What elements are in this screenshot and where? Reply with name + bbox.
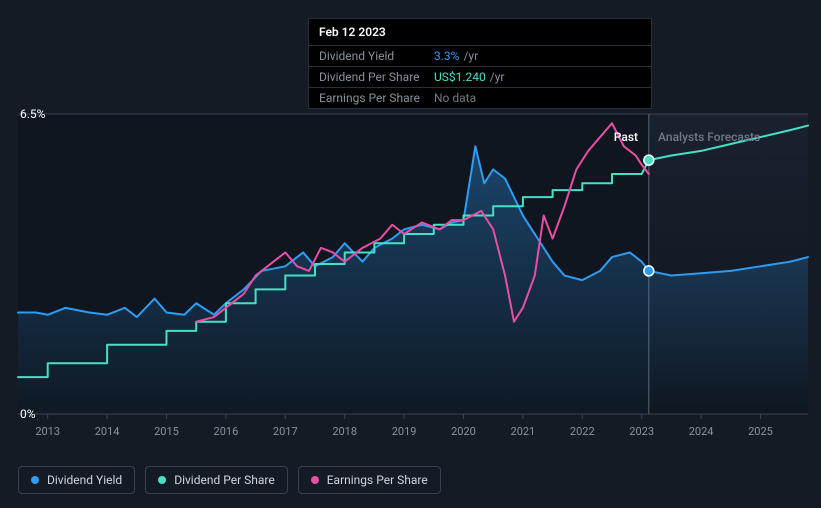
y-axis-tick: 0%: [20, 407, 36, 421]
x-axis-tick: 2022: [570, 425, 595, 438]
y-axis-tick: 6.5%: [20, 107, 45, 121]
past-forecast-labels: Past Analysts Forecasts: [614, 130, 760, 144]
tooltip-date: Feb 12 2023: [309, 19, 651, 46]
tooltip-label: Dividend Per Share: [319, 70, 434, 84]
x-axis-tick: 2019: [392, 425, 417, 438]
legend-dot: [31, 476, 39, 484]
x-axis-tick: 2014: [95, 425, 120, 438]
x-axis-tick: 2018: [332, 425, 357, 438]
x-axis-tick: 2020: [451, 425, 476, 438]
x-axis-tick: 2025: [748, 425, 773, 438]
legend-item[interactable]: Earnings Per Share: [298, 466, 441, 494]
legend: Dividend Yield Dividend Per Share Earnings…: [18, 466, 441, 494]
x-axis-tick: 2013: [35, 425, 60, 438]
tooltip-value: US$1.240: [434, 70, 486, 84]
x-axis-tick: 2017: [273, 425, 298, 438]
tooltip-value: No data: [434, 91, 476, 105]
dividend-chart: 6.5% 0% 2013 2014 2015 2016 2017 2018 2019 2020 2…: [0, 0, 821, 508]
tooltip-value: 3.3%: [434, 49, 459, 63]
legend-dot: [158, 476, 166, 484]
legend-label: Dividend Yield: [47, 473, 122, 487]
chart-tooltip: Feb 12 2023 Dividend Yield3.3%/yrDividen…: [308, 18, 652, 109]
forecast-label: Analysts Forecasts: [658, 130, 760, 144]
tooltip-unit: /yr: [490, 70, 505, 84]
tooltip-label: Earnings Per Share: [319, 91, 434, 105]
x-axis-tick: 2021: [511, 425, 536, 438]
tooltip-row: Dividend Per ShareUS$1.240/yr: [309, 67, 651, 88]
x-axis-tick: 2015: [154, 425, 179, 438]
tooltip-row: Earnings Per ShareNo data: [309, 88, 651, 108]
x-axis-tick: 2024: [689, 425, 714, 438]
legend-label: Earnings Per Share: [327, 473, 428, 487]
legend-item[interactable]: Dividend Per Share: [145, 466, 288, 494]
legend-dot: [311, 476, 319, 484]
x-axis-tick: 2023: [629, 425, 654, 438]
legend-item[interactable]: Dividend Yield: [18, 466, 135, 494]
tooltip-row: Dividend Yield3.3% /yr: [309, 46, 651, 67]
legend-label: Dividend Per Share: [174, 473, 275, 487]
past-label: Past: [614, 130, 638, 144]
tooltip-unit: /yr: [463, 49, 478, 63]
tooltip-label: Dividend Yield: [319, 49, 434, 63]
x-axis-tick: 2016: [214, 425, 239, 438]
